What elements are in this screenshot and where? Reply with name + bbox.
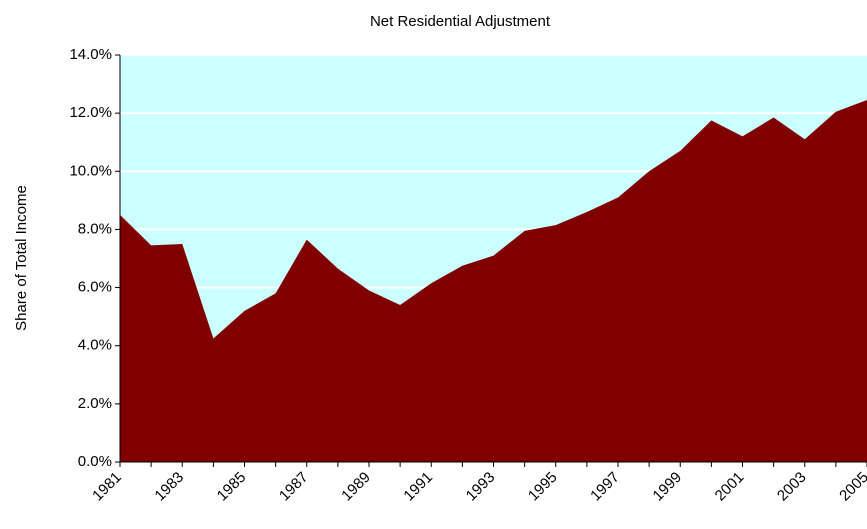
y-tick-label: 0.0% [78,453,112,470]
x-tick-label: 1987 [276,469,312,505]
y-tick-label: 4.0% [78,337,112,354]
x-tick-label: 1983 [151,469,187,505]
chart-title: Net Residential Adjustment [370,13,551,30]
y-tick-label: 8.0% [78,220,112,237]
x-tick-label: 1999 [649,469,685,505]
x-tick-label: 1993 [463,469,499,505]
x-tick-label: 1981 [89,469,125,505]
x-tick-label: 1995 [525,469,561,505]
y-tick-label: 12.0% [69,104,112,121]
x-tick-label: 1989 [338,469,374,505]
x-tick-label: 2005 [836,469,867,505]
y-tick-label: 2.0% [78,395,112,412]
area [120,100,867,462]
y-axis-label: Share of Total Income [13,185,30,331]
x-tick-label: 1997 [587,469,623,505]
x-tick-label: 1991 [400,469,436,505]
x-tick-label: 2003 [774,469,810,505]
x-tick-label: 1985 [214,469,250,505]
x-tick-label: 2001 [712,469,748,505]
y-tick-label: 10.0% [69,162,112,179]
y-tick-label: 14.0% [69,46,112,63]
y-tick-label: 6.0% [78,279,112,296]
